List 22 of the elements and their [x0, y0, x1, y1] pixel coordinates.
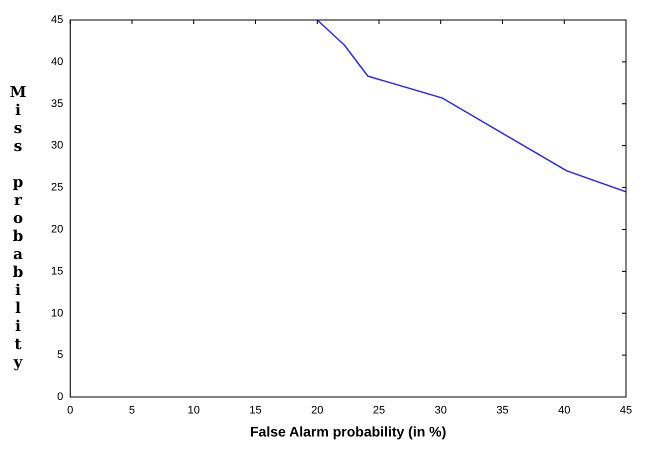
y-axis-title: Miss probability	[8, 82, 28, 370]
y-tick-label: 20	[50, 223, 64, 236]
x-tick-label: 30	[434, 404, 447, 417]
x-tick-label: 35	[496, 404, 509, 417]
y-tick-label: 25	[50, 182, 64, 194]
y-tick-label: 45	[50, 14, 64, 26]
y-tick-label: 15	[50, 265, 64, 278]
y-tick-label: 40	[50, 56, 64, 68]
x-tick-label: 15	[249, 404, 262, 417]
x-axis-title: False Alarm probability (in %)	[250, 423, 446, 440]
x-tick-label: 0	[67, 404, 74, 417]
x-tick-label: 20	[311, 404, 324, 417]
y-tick-label: 5	[57, 349, 64, 362]
y-tick-label: 0	[57, 391, 64, 404]
x-tick-label: 10	[188, 404, 200, 417]
x-tick-label: 40	[558, 404, 570, 417]
y-tick-label: 30	[50, 140, 64, 152]
x-tick-label: 5	[128, 404, 136, 417]
x-tick-label: 25	[372, 404, 386, 417]
x-tick-label: 45	[620, 404, 632, 417]
y-tick-label: 10	[50, 307, 64, 320]
y-tick-label: 35	[50, 98, 64, 110]
